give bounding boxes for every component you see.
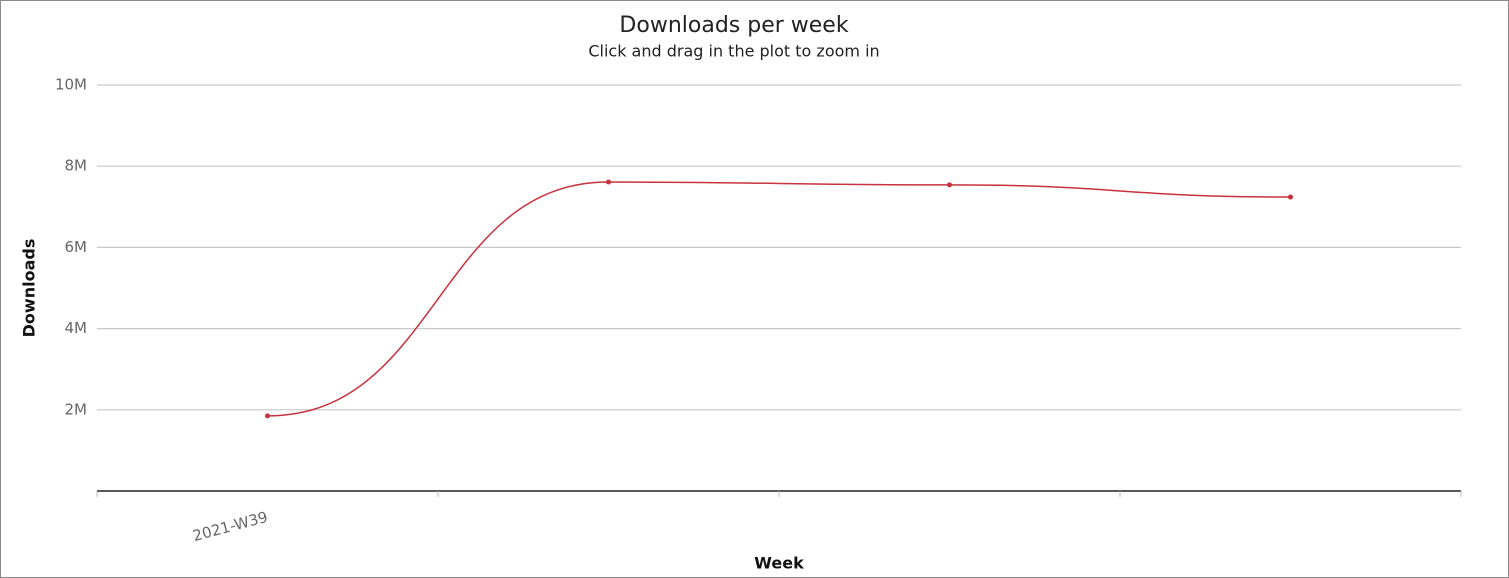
y-axis-title: Downloads bbox=[20, 239, 39, 338]
y-tick-label: 6M bbox=[65, 238, 88, 256]
chart-subtitle: Click and drag in the plot to zoom in bbox=[588, 42, 879, 61]
x-axis-title: Week bbox=[754, 554, 804, 573]
y-tick-label: 4M bbox=[65, 319, 88, 337]
line bbox=[267, 181, 1291, 417]
chart-title: Downloads per week bbox=[619, 13, 848, 38]
point bbox=[265, 413, 270, 419]
point bbox=[606, 179, 611, 185]
y-tick-label: 10M bbox=[55, 76, 87, 94]
y-tick-label: 2M bbox=[65, 400, 88, 418]
point bbox=[1288, 194, 1293, 200]
y-tick-label: 8M bbox=[65, 157, 88, 175]
point bbox=[947, 182, 952, 188]
